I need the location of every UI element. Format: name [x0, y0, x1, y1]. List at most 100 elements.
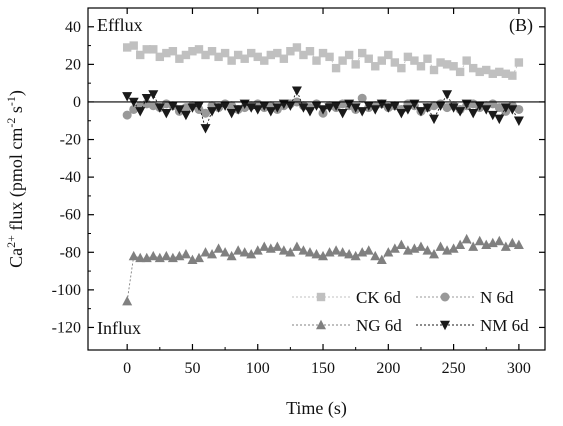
data-point-nm-6d — [259, 101, 270, 111]
data-point-ng-6d — [370, 250, 381, 261]
data-point-ng-6d — [272, 241, 283, 251]
data-point-ck-6d — [410, 56, 419, 65]
data-point-ng-6d — [344, 248, 355, 259]
x-tick-label: 100 — [246, 360, 270, 377]
data-point-ck-6d — [149, 45, 158, 54]
data-point-ck-6d — [495, 67, 504, 77]
data-point-ng-6d — [435, 241, 446, 251]
data-point-n-6d — [201, 108, 211, 118]
efflux-annotation: Efflux — [97, 15, 143, 35]
data-point-ck-6d — [351, 60, 360, 69]
data-point-nm-6d — [448, 103, 459, 113]
data-point-ng-6d — [494, 235, 505, 246]
data-point-nm-6d — [442, 90, 453, 100]
data-point-ck-6d — [390, 58, 400, 67]
data-point-ck-6d — [142, 45, 151, 54]
data-point-ng-6d — [285, 247, 296, 257]
legend-label: N 6d — [480, 288, 514, 307]
data-point-ng-6d — [122, 295, 133, 306]
data-point-nm-6d — [135, 107, 146, 117]
legend-label: CK 6d — [356, 288, 401, 307]
data-point-ng-6d — [513, 239, 524, 249]
y-title-mid2: s — [6, 106, 26, 118]
data-point-ng-6d — [180, 248, 191, 259]
data-point-ck-6d — [168, 47, 178, 56]
data-point-ck-6d — [292, 43, 302, 52]
data-point-nm-6d — [285, 101, 296, 111]
data-point-ng-6d — [500, 241, 511, 251]
data-point-ng-6d — [376, 254, 387, 265]
data-point-ck-6d — [364, 54, 373, 63]
data-point-nm-6d — [455, 107, 466, 117]
data-point-ng-6d — [298, 245, 309, 255]
data-point-nm-6d — [233, 105, 244, 115]
legend: CK 6d N 6d NG 6d NM 6d — [292, 288, 529, 335]
data-point-ng-6d — [396, 239, 407, 249]
data-point-ck-6d — [214, 52, 223, 62]
data-point-ck-6d — [449, 62, 458, 71]
data-point-ck-6d — [260, 56, 269, 65]
data-point-ck-6d — [331, 63, 341, 73]
data-point-ng-6d — [318, 250, 329, 261]
data-point-ng-6d — [507, 237, 518, 248]
data-point-nm-6d — [154, 103, 165, 113]
data-point-ck-6d — [325, 52, 334, 62]
data-point-ng-6d — [448, 243, 459, 253]
data-point-ng-6d — [239, 247, 250, 257]
plot-layer — [122, 41, 524, 306]
data-point-ck-6d — [377, 56, 386, 65]
data-point-nm-6d — [370, 105, 381, 115]
data-point-ck-6d — [514, 58, 524, 67]
data-point-ng-6d — [161, 250, 172, 261]
y-tick-label: -20 — [60, 132, 81, 149]
y-title-end: ) — [6, 90, 27, 96]
data-point-ck-6d — [253, 52, 262, 62]
data-point-ng-6d — [415, 241, 426, 251]
data-point-ck-6d — [299, 50, 308, 60]
data-point-nm-6d — [200, 124, 211, 134]
data-point-ck-6d — [508, 71, 517, 80]
data-point-nm-6d — [220, 101, 231, 111]
y-tick-label: 40 — [65, 19, 81, 36]
data-point-ng-6d — [213, 243, 224, 253]
data-point-n-6d — [227, 101, 237, 111]
y-title-sup1: 2+ — [4, 235, 18, 248]
axes-layer: 0 50 100 150 200 250 300 40200-20-40-60-80-100… — [52, 7, 546, 377]
data-point-nm-6d — [207, 107, 218, 117]
data-point-nm-6d — [487, 110, 498, 121]
data-point-ck-6d — [358, 48, 367, 58]
data-point-ck-6d — [371, 62, 380, 71]
data-point-ng-6d — [383, 247, 394, 257]
x-tick-label: 200 — [376, 360, 400, 377]
data-point-ng-6d — [304, 247, 315, 257]
data-point-nm-6d — [122, 92, 133, 102]
data-point-n-6d — [514, 104, 524, 114]
data-point-ng-6d — [331, 245, 342, 255]
data-point-nm-6d — [167, 101, 178, 111]
data-point-ck-6d — [188, 47, 197, 56]
data-point-nm-6d — [193, 101, 204, 111]
data-point-nm-6d — [298, 103, 309, 113]
data-point-ck-6d — [429, 65, 439, 75]
data-point-ng-6d — [422, 245, 433, 255]
x-tick-label: 250 — [442, 360, 466, 377]
data-point-ck-6d — [423, 54, 432, 63]
data-point-nm-6d — [389, 101, 400, 111]
data-point-ng-6d — [252, 245, 263, 255]
data-point-nm-6d — [187, 103, 198, 113]
legend-label: NM 6d — [480, 316, 529, 335]
data-point-ng-6d — [337, 247, 348, 257]
data-point-ck-6d — [416, 62, 426, 71]
data-point-ck-6d — [501, 69, 511, 78]
data-point-ck-6d — [442, 60, 452, 69]
data-point-nm-6d — [141, 93, 152, 104]
data-point-nm-6d — [363, 101, 374, 111]
y-tick-label: -120 — [52, 319, 81, 336]
data-point-ck-6d — [279, 54, 289, 63]
data-point-ng-6d — [474, 235, 485, 246]
data-point-ck-6d — [194, 45, 204, 54]
data-point-nm-6d — [468, 109, 479, 119]
data-point-ng-6d — [363, 245, 374, 255]
influx-annotation: Influx — [97, 318, 141, 338]
data-point-nm-6d — [350, 103, 361, 113]
